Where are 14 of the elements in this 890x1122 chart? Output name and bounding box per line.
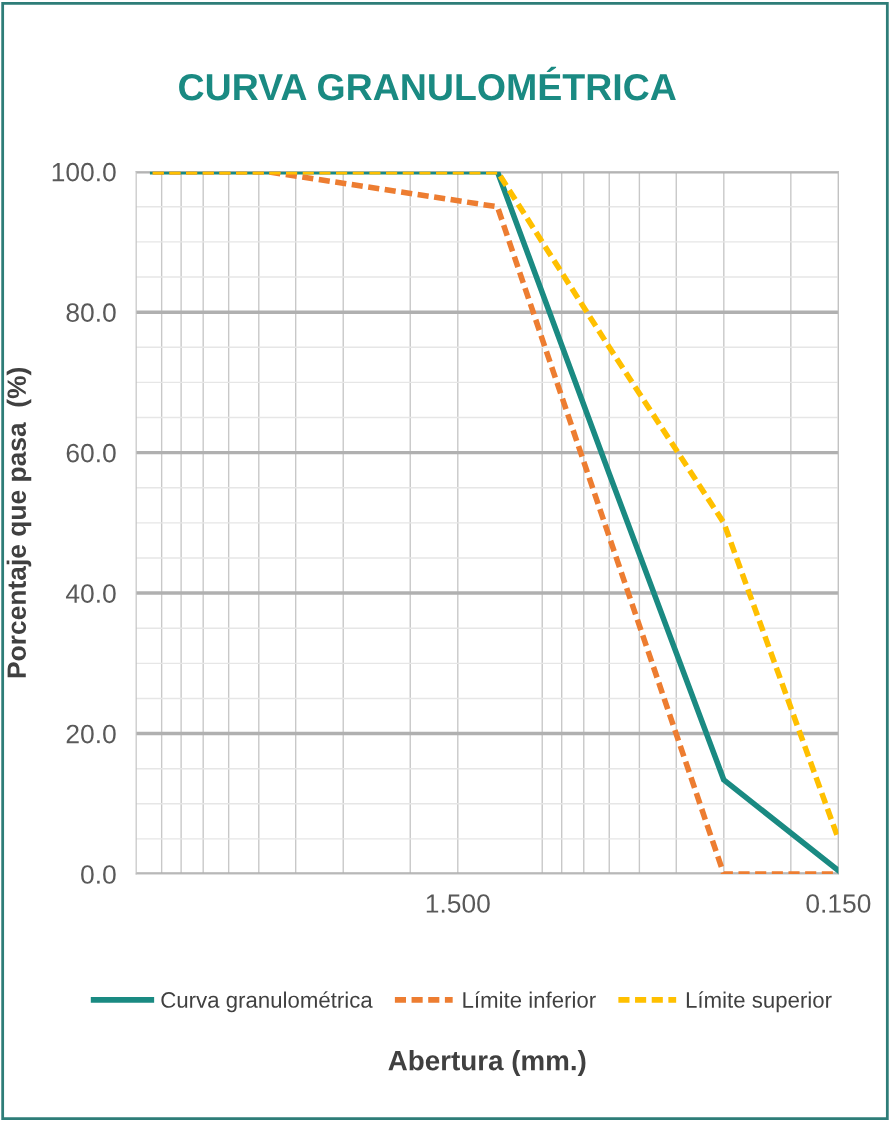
x-axis-title: Abertura (mm.): [388, 1050, 586, 1076]
legend-label: Límite superior: [686, 991, 832, 1013]
y-tick-label: 80.0: [66, 303, 116, 322]
y-tick-label: 60.0: [66, 443, 116, 463]
chart-title: CURVA GRANULOMÉTRICA: [179, 66, 676, 101]
x-tick-label: 1.500: [426, 894, 490, 913]
y-tick-label: 0.0: [81, 865, 116, 884]
y-tick-label: 20.0: [66, 724, 116, 744]
y-tick-label: 40.0: [65, 584, 116, 603]
x-tick-label: 0.150: [806, 894, 871, 913]
legend-label: Curva granulométrica: [161, 991, 373, 1013]
legend-label: Límite inferior: [463, 991, 596, 1008]
y-tick-label: 100.0: [52, 162, 116, 182]
y-axis-title: Porcentaje que pasa (%): [6, 367, 32, 678]
